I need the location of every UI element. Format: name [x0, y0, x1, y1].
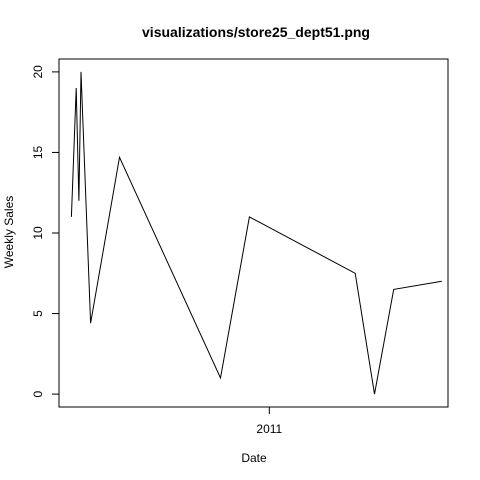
y-tick-label: 0: [31, 390, 45, 397]
series-line: [70, 71, 442, 395]
y-tick-label: 10: [31, 226, 45, 240]
x-tick-label: 2011: [256, 422, 282, 436]
y-tick-label: 20: [31, 65, 45, 79]
x-axis-ticks: 2011: [256, 407, 283, 436]
x-axis-label: Date: [241, 451, 267, 465]
chart-title: visualizations/store25_dept51.png: [142, 24, 370, 40]
y-axis-ticks: 0 5 10 15 20: [31, 65, 59, 397]
y-tick-label: 5: [31, 310, 45, 317]
y-tick-label: 15: [31, 145, 45, 159]
plot-area-frame: [58, 58, 449, 408]
y-axis-label: Weekly Sales: [2, 196, 16, 268]
